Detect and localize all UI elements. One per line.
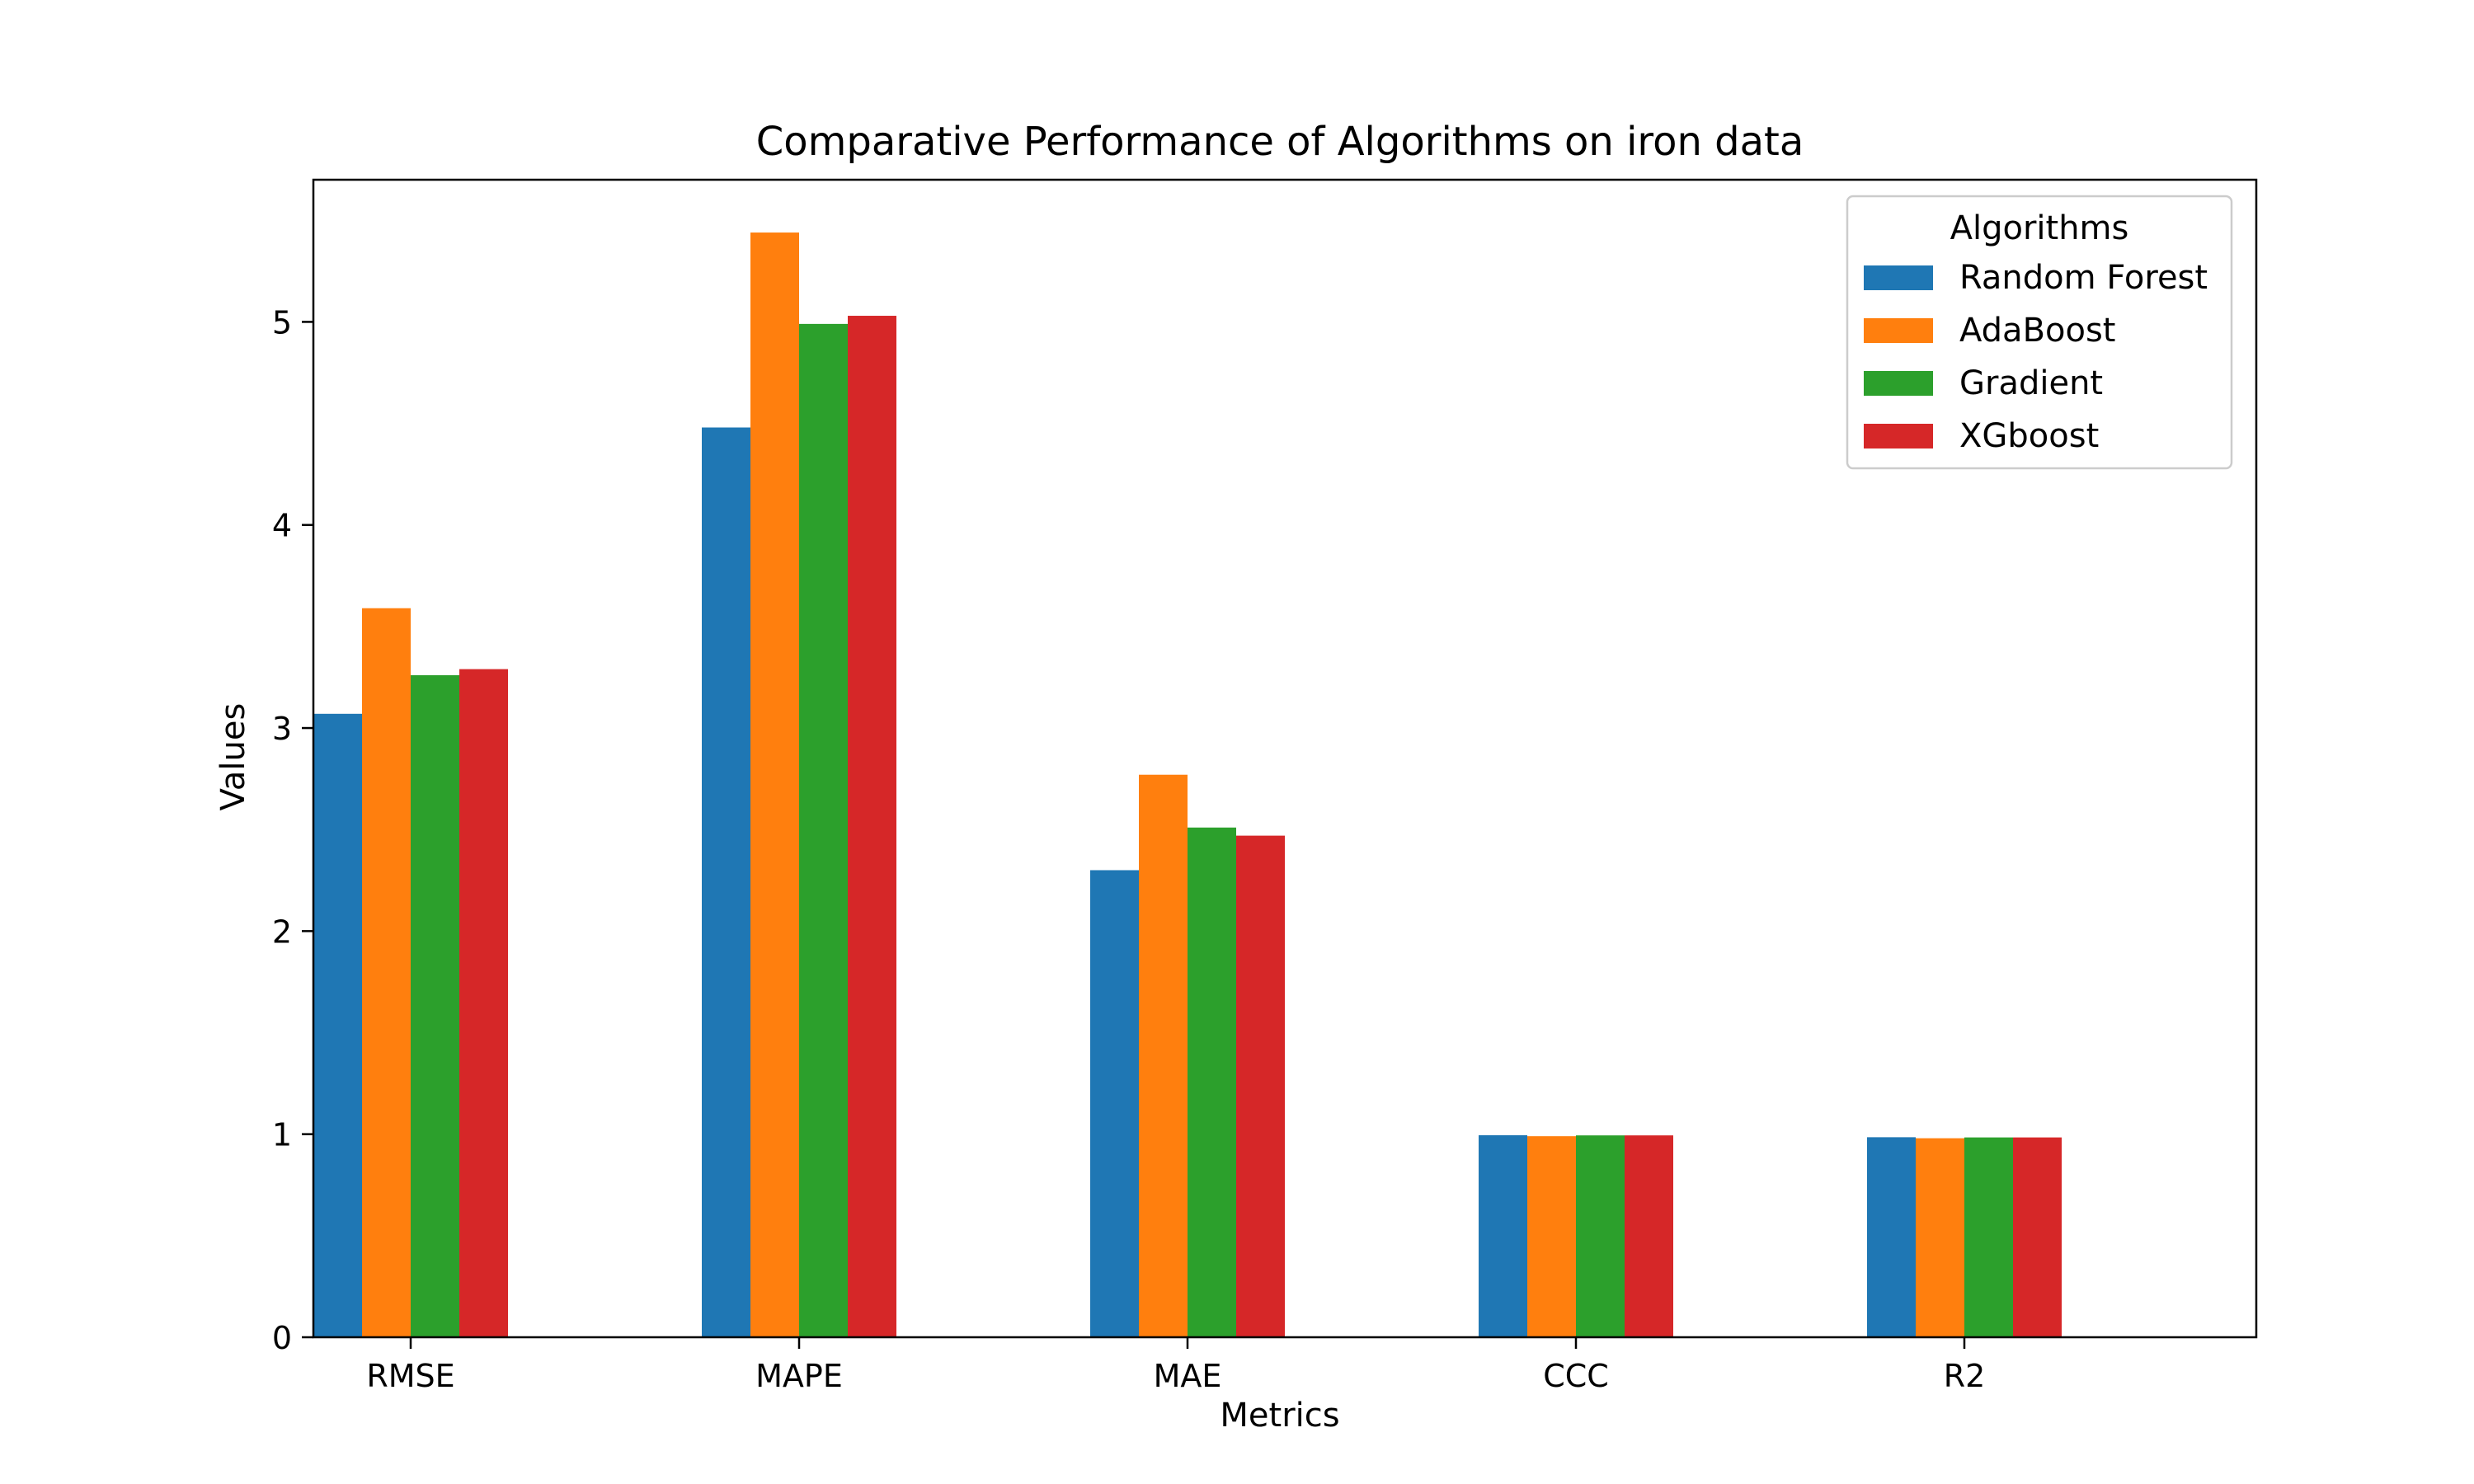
- bar-gradient-mae: [1188, 827, 1236, 1337]
- bar-xgboost-ccc: [1625, 1135, 1673, 1337]
- legend-label-xgboost: XGboost: [1959, 417, 2099, 455]
- legend-swatch-random-forest: [1864, 265, 1933, 290]
- legend-title: Algorithms: [1950, 209, 2129, 247]
- x-tick-label: MAE: [1154, 1358, 1222, 1394]
- bar-adaboost-rmse: [362, 608, 411, 1337]
- plot-area-frame: [312, 178, 2258, 1339]
- bar-xgboost-mae: [1236, 835, 1285, 1337]
- legend-label-random-forest: Random Forest: [1959, 259, 2208, 297]
- bar-xgboost-r2: [2013, 1137, 2062, 1337]
- y-tick-label: 5: [272, 304, 292, 340]
- legend-box: [1846, 195, 2233, 470]
- y-tick-label: 0: [272, 1320, 292, 1356]
- x-tick-label: CCC: [1543, 1358, 1609, 1394]
- bar-random-forest-r2: [1867, 1137, 1916, 1337]
- bar-gradient-rmse: [411, 675, 459, 1337]
- bar-xgboost-mape: [848, 316, 896, 1337]
- legend-label-gradient: Gradient: [1959, 364, 2103, 402]
- x-tick-label: RMSE: [366, 1358, 454, 1394]
- bar-gradient-r2: [1964, 1137, 2013, 1337]
- bar-random-forest-rmse: [313, 713, 362, 1337]
- legend: Algorithms Random Forest AdaBoost Gradient…: [1846, 195, 2233, 470]
- bar-adaboost-r2: [1916, 1138, 1964, 1337]
- x-tick-label: MAPE: [755, 1358, 843, 1394]
- legend-label-adaboost: AdaBoost: [1959, 312, 2115, 350]
- legend-swatch-xgboost: [1864, 424, 1933, 448]
- bar-gradient-ccc: [1576, 1135, 1625, 1337]
- x-tick-label: R2: [1944, 1358, 1986, 1394]
- chart-title: Comparative Performance of Algorithms on…: [756, 119, 1804, 165]
- ticks-layer: RMSE MAPE MAE CCC R2 0 1 2 3 4 5: [272, 304, 1985, 1394]
- y-tick-label: 3: [272, 711, 292, 747]
- y-axis-label: Values: [214, 703, 252, 811]
- bar-random-forest-mae: [1090, 870, 1139, 1337]
- bar-adaboost-mae: [1139, 774, 1188, 1337]
- bar-random-forest-mape: [702, 427, 750, 1337]
- bar-adaboost-ccc: [1527, 1136, 1576, 1337]
- legend-entries: Random Forest AdaBoost Gradient XGboost: [1864, 259, 2208, 455]
- legend-swatch-gradient: [1864, 371, 1933, 396]
- legend-swatch-adaboost: [1864, 318, 1933, 343]
- bars-layer: [313, 232, 2062, 1337]
- bar-adaboost-mape: [750, 232, 799, 1337]
- bar-gradient-mape: [799, 323, 848, 1337]
- bar-random-forest-ccc: [1479, 1134, 1527, 1337]
- bar-xgboost-rmse: [459, 669, 508, 1337]
- y-tick-label: 2: [272, 913, 292, 950]
- y-tick-label: 1: [272, 1117, 292, 1153]
- x-axis-label: Metrics: [1220, 1397, 1339, 1435]
- y-tick-label: 4: [272, 508, 292, 544]
